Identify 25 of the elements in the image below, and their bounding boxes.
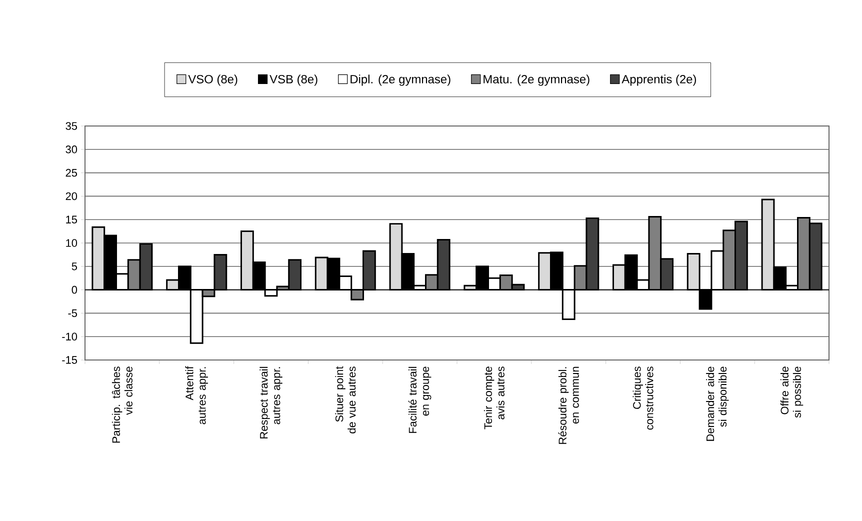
x-tick-label: Demander aide si disponible xyxy=(706,366,729,441)
x-tick-label: Attentif autres appr. xyxy=(185,366,208,424)
legend-label: Dipl. (2e gymnase) xyxy=(350,74,450,86)
legend-label: Matu. (2e gymnase) xyxy=(484,74,590,86)
y-tick-label: 0 xyxy=(72,286,78,294)
x-tick-label: Tenir compte avis autres xyxy=(484,366,504,430)
x-tick-label: Facilité travail en groupe xyxy=(408,366,432,433)
y-tick-label: 35 xyxy=(66,122,78,130)
legend-label: VSO (8e) xyxy=(188,74,238,86)
y-tick-label: -15 xyxy=(62,356,78,364)
legend-label: VSB (8e) xyxy=(270,74,318,86)
x-tick-label: Offre aide si possible xyxy=(780,366,804,418)
y-tick-label: -10 xyxy=(62,332,78,340)
y-tick-label: 10 xyxy=(66,239,78,247)
y-tick-label: 20 xyxy=(66,192,78,200)
x-tick-label: Critiques constructives xyxy=(632,366,654,430)
x-tick-label: Résoudre probl. en commun xyxy=(558,366,579,444)
y-tick-label: 25 xyxy=(66,168,78,177)
x-tick-label: Particip. tâches vie classe xyxy=(112,366,132,443)
y-tick-label: 15 xyxy=(66,216,78,224)
y-tick-label: 30 xyxy=(66,146,78,154)
legend-label: Apprentis (2e) xyxy=(622,74,696,86)
y-tick-label: -5 xyxy=(68,309,78,318)
x-tick-label: Respect travail autres appr. xyxy=(260,366,282,438)
y-tick-label: 5 xyxy=(72,262,78,270)
